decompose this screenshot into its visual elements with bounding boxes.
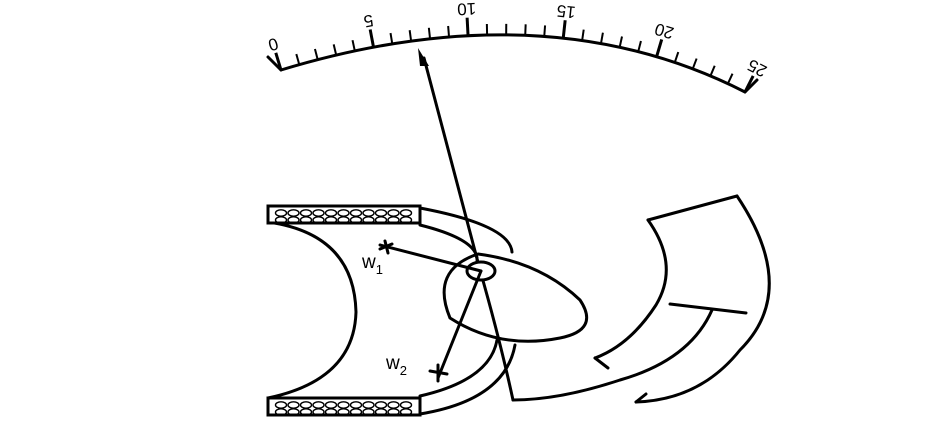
scale-tick	[657, 39, 662, 56]
damper-vane	[670, 304, 746, 313]
damping-chamber	[513, 196, 769, 402]
scale-tick	[710, 66, 714, 76]
damper-link	[513, 310, 712, 400]
scale-label: 0	[266, 34, 281, 55]
scale-tick	[582, 30, 584, 41]
scale-tick	[391, 33, 393, 44]
lower-coil-frame	[268, 398, 420, 415]
scale-tick	[410, 30, 411, 41]
scale-tick	[675, 52, 679, 62]
scale-tick	[296, 54, 299, 65]
scale-tick	[467, 18, 468, 36]
pointer-arrowhead	[418, 48, 429, 66]
upper-coil-frame	[268, 206, 420, 223]
magnet-inner-arc-lower	[420, 340, 497, 396]
scale-tick	[563, 20, 565, 38]
scale-tick	[448, 26, 449, 37]
scale-tick	[728, 74, 733, 84]
label-w2: w2	[385, 353, 407, 378]
scale-tick	[620, 37, 622, 48]
upper-coil	[268, 206, 420, 223]
scale-arc	[281, 35, 745, 92]
scale-tick	[693, 59, 697, 69]
scale-label: 5	[362, 10, 375, 30]
scale-tick	[370, 29, 373, 47]
scale-label: 25	[744, 55, 769, 81]
magnet	[268, 206, 515, 415]
scale-tick	[334, 44, 337, 55]
pointer-shaft	[424, 58, 480, 270]
scale-tick	[315, 49, 318, 60]
chamber-inner	[595, 220, 666, 358]
weight-w1-mark-b	[385, 241, 388, 253]
scale-tick	[601, 33, 603, 44]
magnet-body	[268, 222, 356, 398]
label-w1: w1	[361, 252, 383, 277]
scale-tick	[353, 40, 355, 51]
scale-ticks	[276, 18, 753, 92]
scale-tick	[544, 25, 545, 36]
chamber-end-1	[595, 358, 608, 368]
scale-label: 20	[652, 19, 676, 43]
chamber-outer	[636, 196, 769, 402]
chamber-top	[648, 196, 737, 220]
pointer	[418, 48, 513, 400]
scale-tick	[638, 41, 641, 52]
scale-label: 10	[457, 0, 477, 19]
scale-label: 15	[556, 1, 577, 22]
lower-coil	[268, 398, 420, 415]
scale-tick	[429, 28, 430, 39]
